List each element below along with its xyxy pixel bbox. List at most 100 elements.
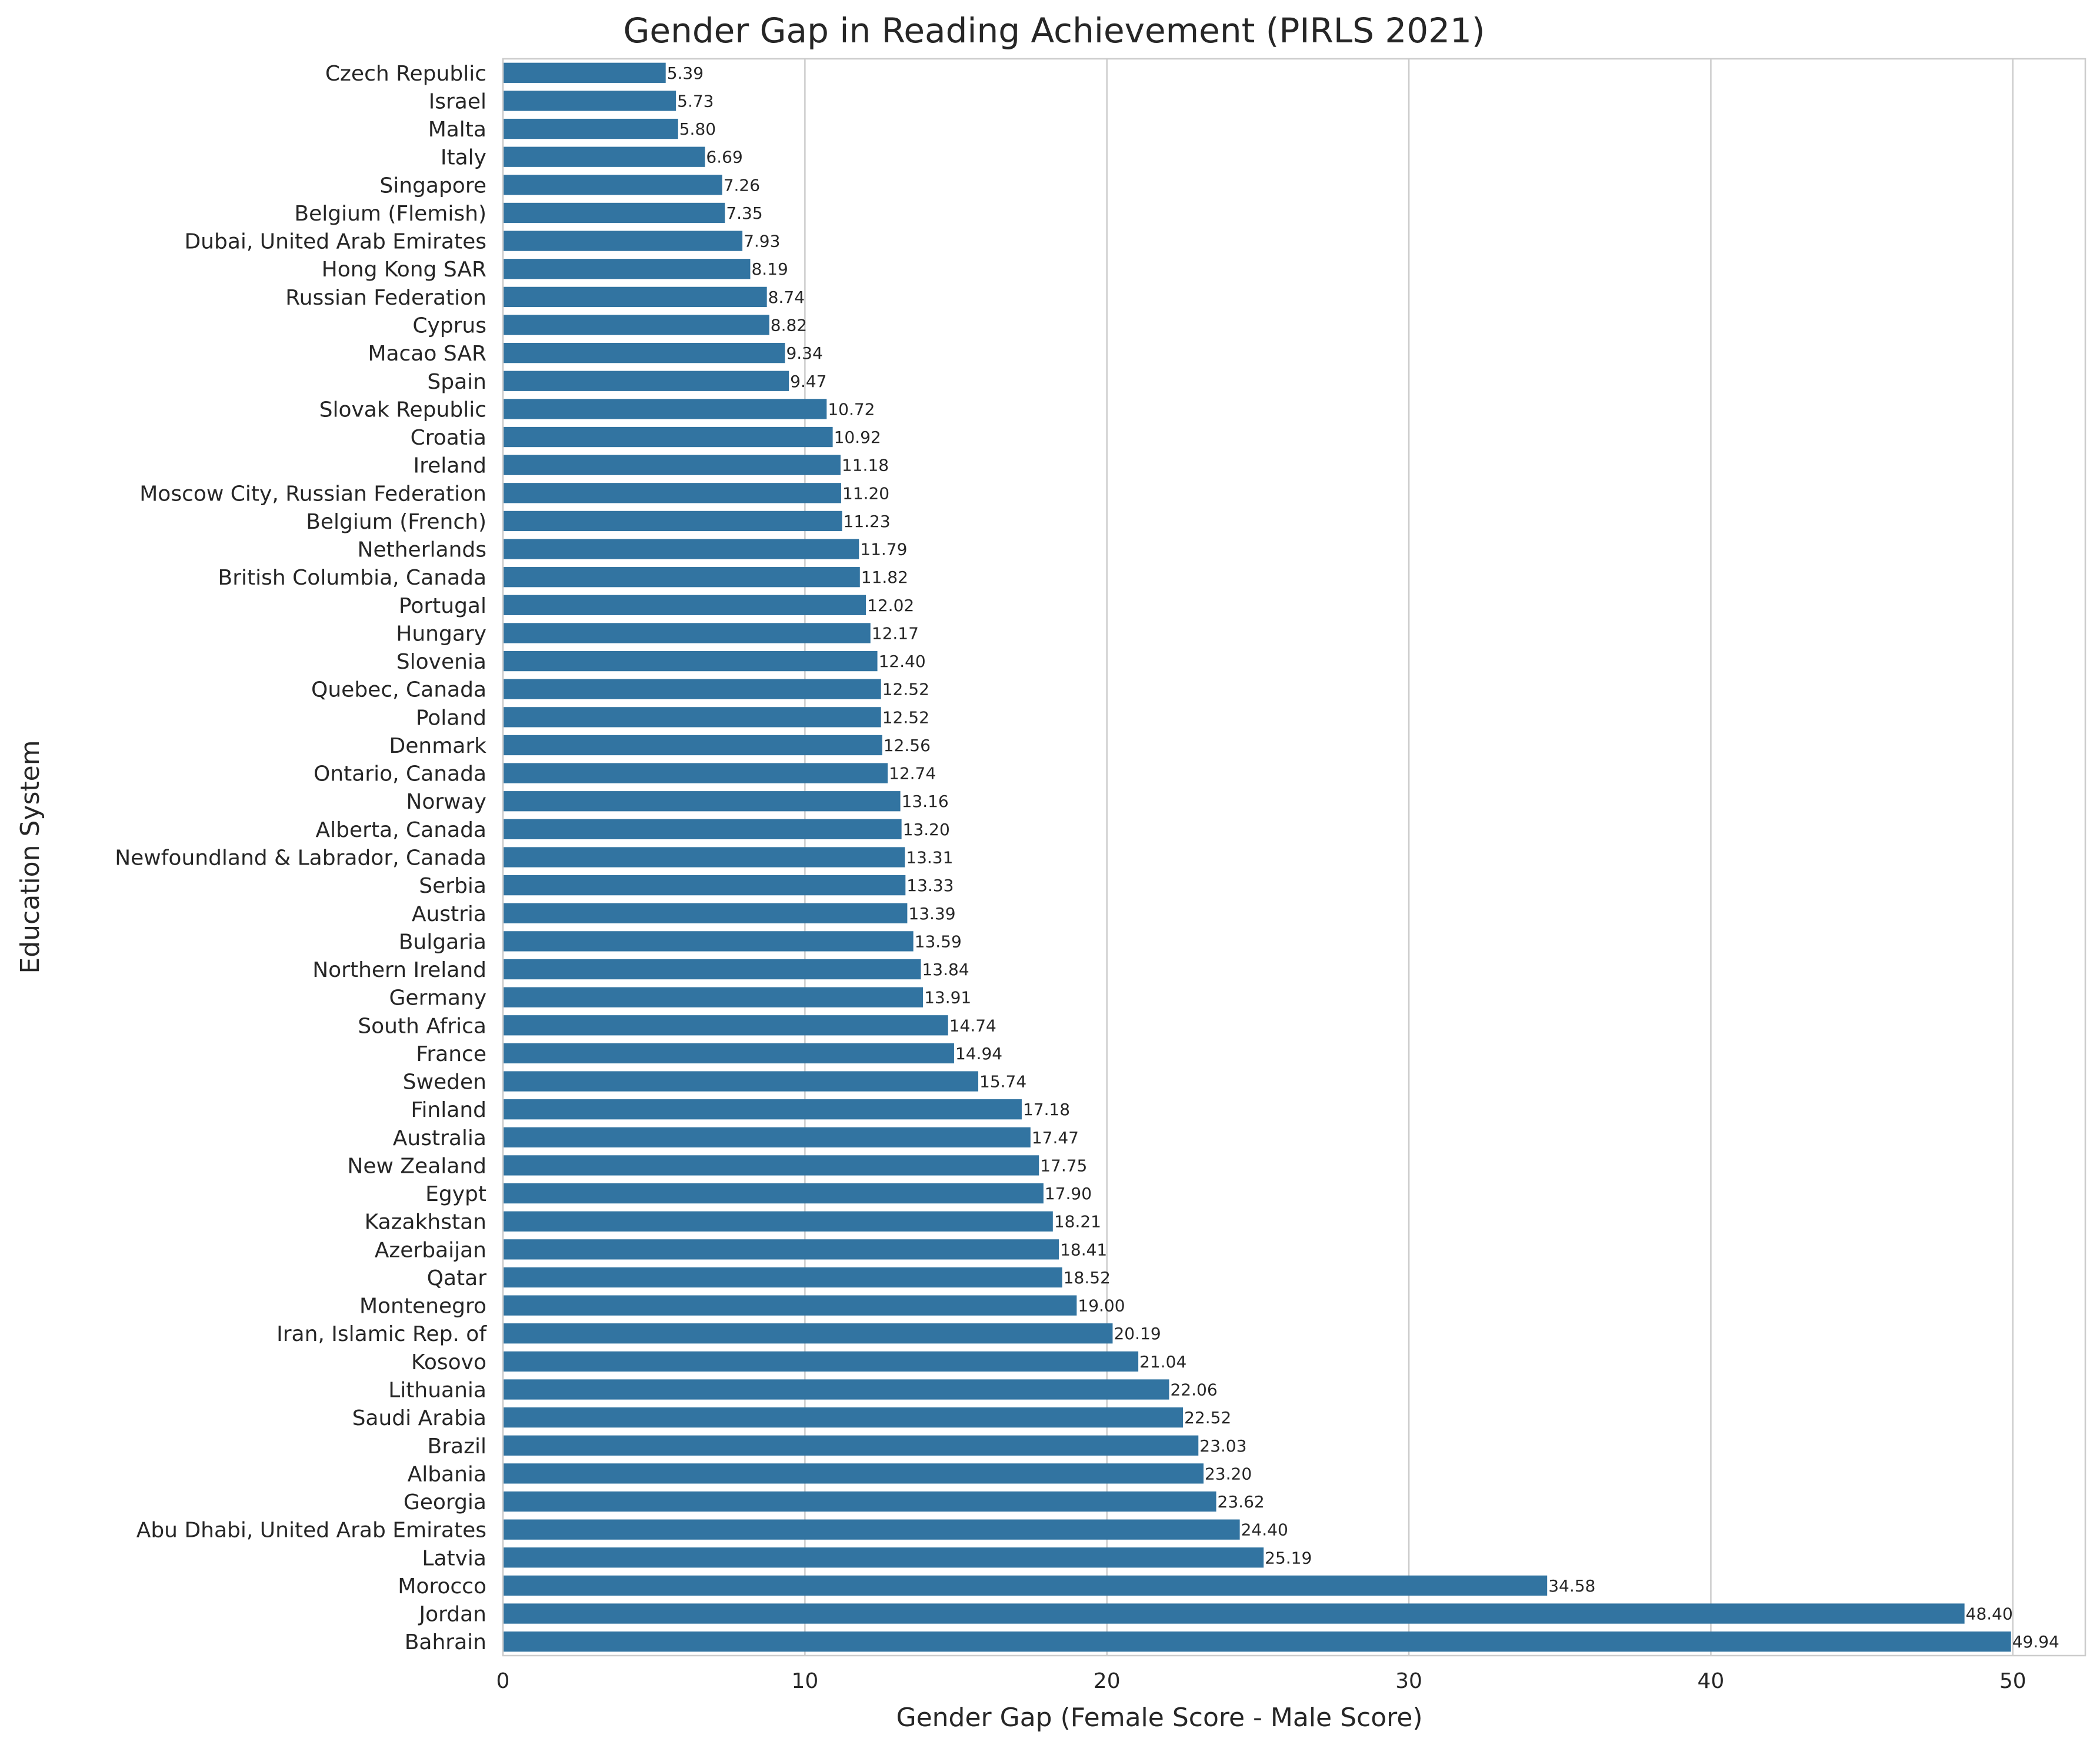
data-label: 5.73 (677, 91, 714, 111)
bar (503, 567, 860, 588)
bar (503, 175, 722, 195)
data-label: 11.18 (842, 456, 889, 475)
bar (503, 1155, 1039, 1176)
data-label: 13.91 (924, 988, 971, 1007)
data-label: 12.17 (872, 623, 919, 643)
data-label: 11.82 (861, 568, 908, 587)
y-tick-label: Hong Kong SAR (322, 258, 486, 282)
data-label: 34.58 (1548, 1576, 1595, 1596)
bar (503, 342, 785, 363)
data-label: 13.84 (922, 960, 969, 979)
bar (503, 707, 881, 728)
bar (503, 931, 914, 952)
data-label: 13.16 (902, 792, 949, 811)
y-tick-label: Sweden (403, 1070, 486, 1095)
bar (503, 1323, 1113, 1344)
bar (503, 1099, 1022, 1120)
y-tick-label: Slovak Republic (319, 398, 486, 422)
y-tick-label: Iran, Islamic Rep. of (276, 1322, 487, 1346)
y-tick-label: British Columbia, Canada (218, 566, 486, 590)
data-label: 12.40 (879, 652, 926, 671)
y-tick-label: France (416, 1042, 486, 1066)
bar (503, 1239, 1059, 1260)
bars (503, 62, 2011, 1652)
y-tick-label: Morocco (398, 1574, 486, 1599)
data-label: 49.94 (2012, 1632, 2059, 1651)
y-tick-label: Dubai, United Arab Emirates (184, 230, 486, 254)
bar (503, 91, 676, 111)
data-label: 17.18 (1023, 1100, 1070, 1119)
bar (503, 202, 725, 223)
bar (503, 1071, 979, 1092)
y-tick-label: New Zealand (347, 1154, 486, 1178)
y-tick-label: Azerbaijan (375, 1238, 486, 1262)
data-label: 17.75 (1040, 1156, 1087, 1175)
y-axis-label: Education System (15, 740, 45, 973)
y-tick-label: South Africa (358, 1014, 486, 1038)
data-label: 12.02 (867, 596, 914, 615)
bar (503, 455, 841, 475)
y-tick-label: Norway (406, 790, 486, 814)
y-tick-label: Ontario, Canada (314, 762, 486, 786)
y-tick-label: Bulgaria (399, 930, 486, 954)
bar (503, 987, 924, 1007)
y-tick-label: Spain (427, 370, 486, 394)
bar (503, 118, 678, 139)
bar (503, 1631, 2011, 1652)
y-tick-label: Austria (412, 902, 486, 926)
bar (503, 1183, 1044, 1204)
bar (503, 1575, 1548, 1596)
bar (503, 1015, 948, 1036)
data-label: 22.06 (1170, 1380, 1217, 1400)
bar (503, 623, 871, 643)
y-tick-label: Moscow City, Russian Federation (139, 482, 486, 506)
bar (503, 1435, 1199, 1456)
bar (503, 1043, 954, 1064)
bar (503, 847, 905, 868)
data-labels: 5.39 5.73 5.80 6.69 7.26 7.35 7.93 8.19 8.74 8.82… (667, 64, 2059, 1651)
data-label: 18.21 (1054, 1212, 1101, 1232)
data-label: 17.47 (1032, 1128, 1079, 1147)
data-label: 11.20 (842, 483, 889, 503)
y-tick-label: Croatia (411, 426, 486, 450)
data-label: 23.62 (1218, 1492, 1265, 1512)
bar (503, 735, 882, 756)
y-tick-label: Albania (408, 1462, 486, 1486)
x-tick-label: 10 (791, 1669, 818, 1693)
y-tick-label: Russian Federation (285, 286, 486, 310)
y-tick-label: Brazil (428, 1434, 486, 1459)
data-label: 10.92 (834, 428, 881, 447)
data-label: 10.72 (828, 399, 875, 419)
data-label: 21.04 (1139, 1352, 1186, 1372)
data-label: 9.34 (786, 343, 822, 363)
data-label: 12.52 (882, 680, 929, 699)
y-tick-label: Australia (393, 1126, 486, 1150)
bar (503, 595, 866, 615)
y-tick-label: Qatar (427, 1266, 487, 1290)
data-label: 12.74 (889, 764, 936, 783)
bar (503, 62, 666, 83)
y-tick-label: Macao SAR (368, 342, 486, 366)
y-tick-label: Abu Dhabi, United Arab Emirates (136, 1519, 486, 1543)
y-tick-label: Jordan (418, 1603, 486, 1627)
data-label: 14.94 (955, 1044, 1002, 1063)
bar (503, 1547, 1264, 1568)
y-tick-label: Saudi Arabia (352, 1406, 486, 1430)
data-label: 11.23 (844, 512, 891, 531)
y-tick-label: Northern Ireland (312, 958, 486, 982)
y-tick-label: Slovenia (396, 650, 486, 674)
plot-frame (502, 58, 2086, 1657)
bar (503, 286, 767, 308)
y-tick-label: Czech Republic (325, 62, 486, 86)
chart-title: Gender Gap in Reading Achievement (PIRLS… (623, 11, 1485, 51)
bar (503, 875, 906, 896)
data-label: 25.19 (1265, 1548, 1312, 1567)
data-label: 9.47 (790, 372, 826, 391)
y-tick-label: Poland (416, 706, 486, 730)
bar (503, 763, 888, 783)
y-tick-label: Kazakhstan (365, 1210, 486, 1234)
data-label: 13.59 (915, 932, 962, 951)
data-label: 22.52 (1184, 1408, 1231, 1427)
bar (503, 1267, 1062, 1288)
